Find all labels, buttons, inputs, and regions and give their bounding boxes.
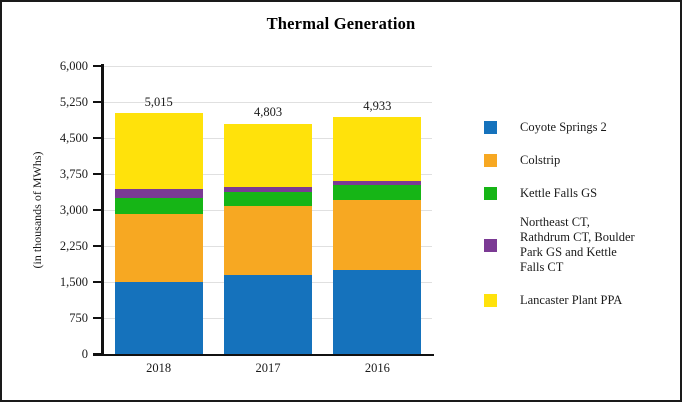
chart-title: Thermal Generation <box>266 14 416 33</box>
bar-total-label-2016: 4,933 <box>363 99 392 114</box>
bar-2018 <box>114 113 203 354</box>
bar-segment-colstrip <box>114 214 203 282</box>
legend-label: Coyote Springs 2 <box>520 120 607 134</box>
lancaster-plant-ppa-swatch-icon <box>484 294 497 307</box>
bar-2016 <box>333 117 422 354</box>
bar-segment-colstrip <box>224 205 312 276</box>
x-tick-label-2016: 2016 <box>364 361 390 375</box>
legend-item-northeast-ct-rathdrum-ct-boulder-park-gs-and-kettle-falls-ct: Northeast CT, Rathdrum CT, Boulder Park … <box>484 215 638 275</box>
bar-segment-lancaster-plant-ppa <box>224 123 312 187</box>
y-tick-4,500 <box>93 137 102 139</box>
legend-label: Kettle Falls GS <box>520 186 598 200</box>
bar-total-label-2018: 5,015 <box>144 95 173 110</box>
northeast-ct-rathdrum-ct-boulder-park-gs-and-kettle-falls-ct-swatch-icon <box>484 238 497 252</box>
bar-segment-northeast-ct-rathdrum-ct-boulder-park-gs-and-kettle-falls-ct <box>114 188 203 199</box>
y-tick-label-3,750: 3,750 <box>59 167 88 181</box>
y-tick-3,000 <box>93 209 102 211</box>
y-tick-label-0: 0 <box>81 347 88 361</box>
y-tick-6,000 <box>93 65 102 67</box>
bar-segment-colstrip <box>333 199 422 270</box>
bar-segment-lancaster-plant-ppa <box>333 117 422 181</box>
bar-segment-coyote-springs-2 <box>224 275 312 354</box>
y-tick-750 <box>93 317 102 319</box>
y-tick-3,750 <box>93 173 102 175</box>
gridline-5,250 <box>104 101 432 103</box>
y-tick-label-2,250: 2,250 <box>59 239 88 253</box>
bar-segment-kettle-falls-gs <box>114 198 203 215</box>
bar-total-label-2017: 4,803 <box>253 105 283 120</box>
legend-label: Northeast CT, Rathdrum CT, Boulder Park … <box>520 215 635 274</box>
y-tick-2,250 <box>93 245 102 247</box>
y-tick-label-1,500: 1,500 <box>59 275 88 289</box>
y-tick-label-4,500: 4,500 <box>59 131 88 145</box>
coyote-springs-2-swatch-icon <box>484 121 497 134</box>
y-axis-line <box>101 64 104 356</box>
y-tick-label-6,000: 6,000 <box>59 59 88 73</box>
bar-segment-northeast-ct-rathdrum-ct-boulder-park-gs-and-kettle-falls-ct <box>333 180 422 186</box>
bar-segment-kettle-falls-gs <box>224 192 312 206</box>
plot-area: 5,015 4,803 4,933 <box>93 64 434 356</box>
y-tick-0 <box>93 353 102 355</box>
bar-2017 <box>224 123 312 354</box>
legend-item-kettle-falls-gs: Kettle Falls GS <box>484 186 597 201</box>
x-tick-label-2018: 2018 <box>146 361 172 375</box>
x-axis-line <box>93 353 434 356</box>
bar-segment-coyote-springs-2 <box>333 270 422 354</box>
bar-segment-northeast-ct-rathdrum-ct-boulder-park-gs-and-kettle-falls-ct <box>224 187 312 193</box>
legend-item-colstrip: Colstrip <box>484 153 560 168</box>
kettle-falls-gs-swatch-icon <box>484 187 497 200</box>
y-tick-label-5,250: 5,250 <box>59 95 88 109</box>
legend-item-lancaster-plant-ppa: Lancaster Plant PPA <box>484 293 622 308</box>
x-tick-label-2017: 2017 <box>255 361 281 375</box>
y-tick-1,500 <box>93 281 102 283</box>
y-tick-label-750: 750 <box>69 311 88 325</box>
legend-label: Colstrip <box>520 153 561 167</box>
y-tick-5,250 <box>93 101 102 103</box>
legend-item-coyote-springs-2: Coyote Springs 2 <box>484 120 607 135</box>
y-tick-label-3,000: 3,000 <box>59 203 88 217</box>
bar-segment-coyote-springs-2 <box>114 282 203 354</box>
legend-label: Lancaster Plant PPA <box>520 293 623 307</box>
gridline-6,000 <box>104 65 432 67</box>
colstrip-swatch-icon <box>484 154 497 167</box>
bar-segment-lancaster-plant-ppa <box>114 113 203 189</box>
bar-segment-kettle-falls-gs <box>333 185 422 200</box>
